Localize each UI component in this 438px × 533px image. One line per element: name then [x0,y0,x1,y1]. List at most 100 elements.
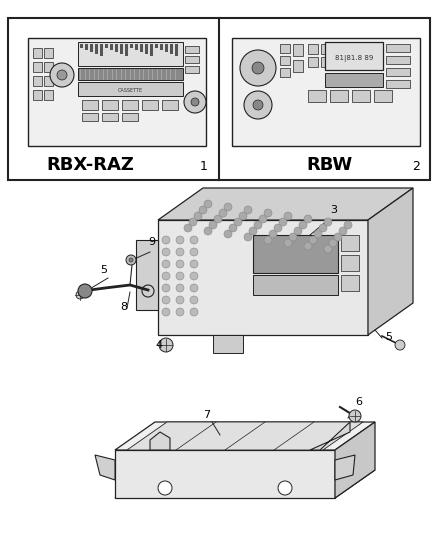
Bar [33,90,42,100]
Circle shape [339,227,347,235]
Bar [374,90,392,102]
Circle shape [176,260,184,268]
Bar [145,44,148,54]
Bar [321,57,331,67]
Bar [185,66,199,73]
Bar [8,18,430,180]
Text: 1: 1 [200,160,208,174]
Circle shape [190,236,198,244]
Circle shape [209,221,217,229]
Circle shape [284,239,292,247]
Bar [100,44,103,56]
Bar [308,57,318,67]
Circle shape [76,291,84,299]
Circle shape [57,70,67,80]
Circle shape [304,215,312,223]
Circle shape [349,410,361,422]
Circle shape [162,284,170,292]
Bar [280,44,290,53]
Circle shape [224,203,232,211]
Text: RBX-RAZ: RBX-RAZ [46,156,134,174]
Circle shape [176,284,184,292]
Circle shape [264,209,272,217]
Circle shape [269,230,277,238]
Circle shape [334,233,342,241]
Bar [185,56,199,63]
Bar [308,44,318,54]
Circle shape [289,233,297,241]
Circle shape [78,284,92,298]
Bar [44,90,53,100]
Circle shape [259,215,267,223]
Circle shape [190,260,198,268]
Circle shape [244,91,272,119]
Text: 8: 8 [120,302,127,312]
Bar [386,56,410,64]
Bar [28,38,206,146]
Text: 81|81.8 89: 81|81.8 89 [335,54,373,61]
Circle shape [162,248,170,256]
Bar [125,44,128,56]
Bar [330,90,348,102]
Circle shape [190,248,198,256]
Polygon shape [158,220,368,335]
Bar [293,60,303,72]
Circle shape [319,224,327,232]
Text: 3: 3 [330,205,337,215]
Circle shape [129,258,133,262]
Polygon shape [95,455,115,480]
Bar [85,44,88,50]
Circle shape [162,272,170,280]
Circle shape [194,212,202,220]
Polygon shape [115,470,375,498]
Circle shape [176,248,184,256]
Bar [308,90,326,102]
Text: CASSETTE: CASSETTE [117,88,142,93]
Circle shape [249,227,257,235]
Text: 6: 6 [355,397,362,407]
Circle shape [304,242,312,250]
Circle shape [229,224,237,232]
Bar [115,44,118,52]
Bar [80,44,83,48]
Circle shape [254,221,262,229]
Circle shape [274,224,282,232]
Bar [33,48,42,58]
Polygon shape [115,450,335,498]
Circle shape [395,340,405,350]
Bar [110,44,113,50]
Circle shape [234,218,242,226]
Bar [142,100,158,110]
Circle shape [324,245,332,253]
Circle shape [176,308,184,316]
Circle shape [244,206,252,214]
Text: 5: 5 [385,332,392,342]
Polygon shape [335,455,355,480]
Bar [352,90,370,102]
Bar [122,100,138,110]
Circle shape [239,212,247,220]
Bar [82,100,98,110]
Circle shape [190,284,198,292]
Bar [82,113,98,121]
Circle shape [219,209,227,217]
Polygon shape [368,188,413,335]
Circle shape [162,308,170,316]
Bar [386,80,410,88]
Bar [105,44,108,48]
Circle shape [279,218,287,226]
Bar [78,82,183,96]
Text: 5: 5 [100,265,107,275]
Bar [130,44,133,48]
Bar [162,100,178,110]
Circle shape [224,230,232,238]
Bar [122,113,138,121]
Circle shape [244,233,252,241]
Bar [341,235,359,251]
Bar [33,76,42,86]
Polygon shape [310,422,350,450]
Circle shape [204,200,212,208]
Circle shape [162,236,170,244]
Text: 9: 9 [148,237,155,247]
Circle shape [162,296,170,304]
